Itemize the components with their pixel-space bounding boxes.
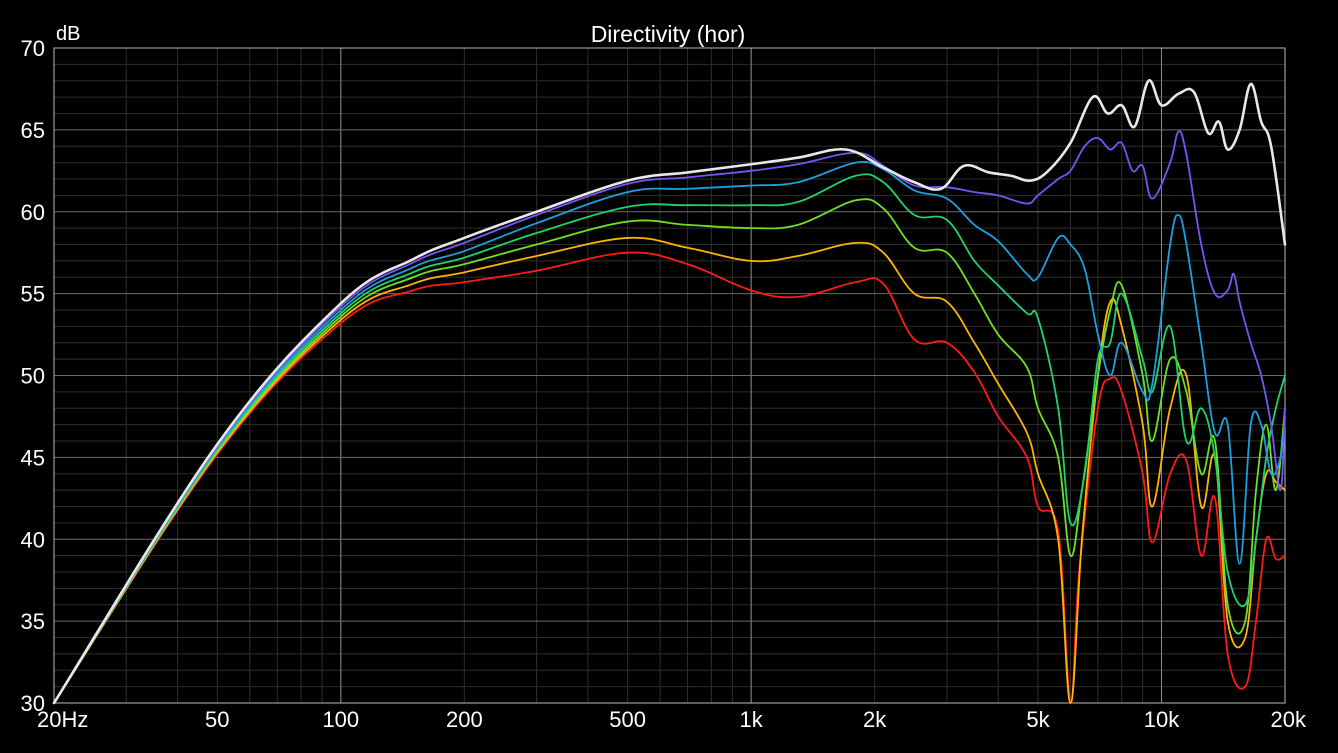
x-tick-label: 500: [609, 707, 646, 732]
y-tick-label: 55: [21, 282, 45, 307]
x-tick-label: 1k: [740, 707, 764, 732]
y-tick-label: 35: [21, 609, 45, 634]
series-lines: [52, 79, 1287, 705]
x-tick-label: 5k: [1026, 707, 1050, 732]
x-tick-label: 20Hz: [37, 707, 88, 732]
chart-title: Directivity (hor): [591, 21, 746, 47]
x-tick-label: 10k: [1144, 707, 1180, 732]
series-line-5: [53, 161, 1286, 704]
y-axis-unit-label: dB: [56, 23, 80, 45]
y-tick-label: 45: [21, 445, 45, 470]
y-axis-tick-labels: 30 35 40 45 50 55 60 65 70: [21, 36, 45, 716]
series-line-4: [53, 173, 1286, 704]
y-tick-label: 65: [21, 118, 45, 143]
y-tick-label: 70: [21, 36, 45, 61]
x-tick-label: 200: [446, 707, 483, 732]
series-line-6: [53, 130, 1286, 704]
series-line-7: [52, 79, 1287, 705]
y-tick-label: 30: [21, 691, 45, 716]
y-tick-label: 60: [21, 200, 45, 225]
x-tick-label: 20k: [1271, 707, 1307, 732]
y-tick-label: 40: [21, 527, 45, 552]
y-tick-label: 50: [21, 364, 45, 389]
x-axis-tick-labels: 20Hz 50 100 200 500 1k 2k 5k 10k 20k: [37, 707, 1307, 732]
x-tick-label: 50: [205, 707, 229, 732]
x-tick-label: 2k: [863, 707, 887, 732]
x-tick-label: 100: [322, 707, 359, 732]
series-line-1: [53, 251, 1286, 705]
